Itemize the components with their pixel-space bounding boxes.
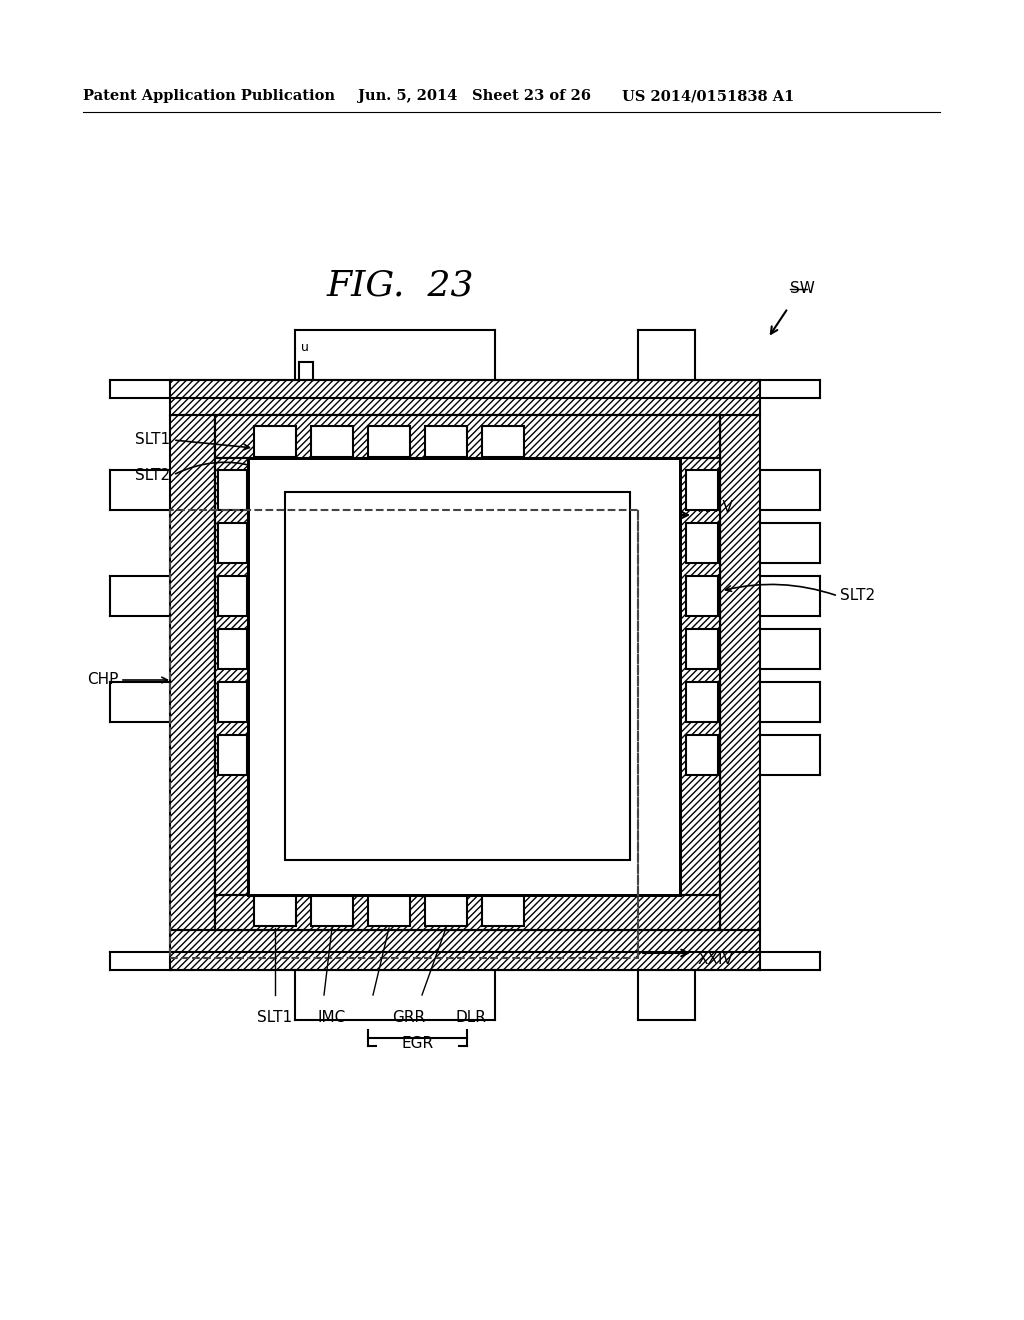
Text: XXIV: XXIV [698, 953, 734, 968]
Bar [686, 470, 718, 510]
Bar [686, 682, 718, 722]
Bar [285, 492, 630, 861]
Text: SLT1: SLT1 [257, 1010, 293, 1026]
Bar [170, 414, 215, 931]
Bar [215, 414, 720, 458]
Bar [218, 735, 247, 775]
Text: SW: SW [790, 281, 815, 296]
Bar [254, 426, 296, 457]
Text: IMC: IMC [317, 1010, 346, 1026]
Bar [686, 630, 718, 669]
Text: Sheet 23 of 26: Sheet 23 of 26 [472, 88, 591, 103]
Bar [218, 682, 247, 722]
Bar [686, 576, 718, 616]
Bar [248, 458, 680, 895]
Bar [482, 896, 524, 927]
Bar [368, 896, 410, 927]
Text: SLT1: SLT1 [135, 433, 170, 447]
Bar [170, 510, 638, 958]
Text: SLT2: SLT2 [135, 467, 170, 483]
Bar [720, 414, 760, 931]
Bar [425, 896, 467, 927]
Bar [311, 426, 353, 457]
Text: FIG.  23: FIG. 23 [327, 269, 474, 304]
Bar [215, 414, 720, 458]
Bar [215, 895, 720, 931]
Bar [215, 895, 720, 931]
Bar [686, 735, 718, 775]
Text: GRR: GRR [392, 1010, 426, 1026]
Bar [215, 458, 248, 895]
Text: US 2014/0151838 A1: US 2014/0151838 A1 [622, 88, 795, 103]
Bar [170, 931, 760, 970]
Bar [680, 458, 720, 895]
Bar [254, 896, 296, 927]
Bar [170, 380, 760, 414]
Bar [368, 426, 410, 457]
Bar [425, 426, 467, 457]
Text: u: u [301, 341, 309, 354]
Bar [218, 523, 247, 564]
Text: EGR: EGR [401, 1036, 433, 1051]
Bar [215, 458, 248, 895]
Bar [170, 931, 760, 970]
Bar [218, 470, 247, 510]
Text: Jun. 5, 2014: Jun. 5, 2014 [358, 88, 458, 103]
Text: CHP: CHP [87, 672, 118, 688]
Text: DLR: DLR [456, 1010, 486, 1026]
Bar [218, 576, 247, 616]
Bar [720, 414, 760, 931]
Bar [482, 426, 524, 457]
Bar [680, 458, 720, 895]
Bar [170, 380, 760, 414]
Bar [170, 414, 215, 931]
Bar [686, 523, 718, 564]
Text: SLT2: SLT2 [840, 589, 876, 603]
Bar [311, 896, 353, 927]
Text: XXIV: XXIV [698, 500, 734, 516]
Text: Patent Application Publication: Patent Application Publication [83, 88, 335, 103]
Bar [218, 630, 247, 669]
